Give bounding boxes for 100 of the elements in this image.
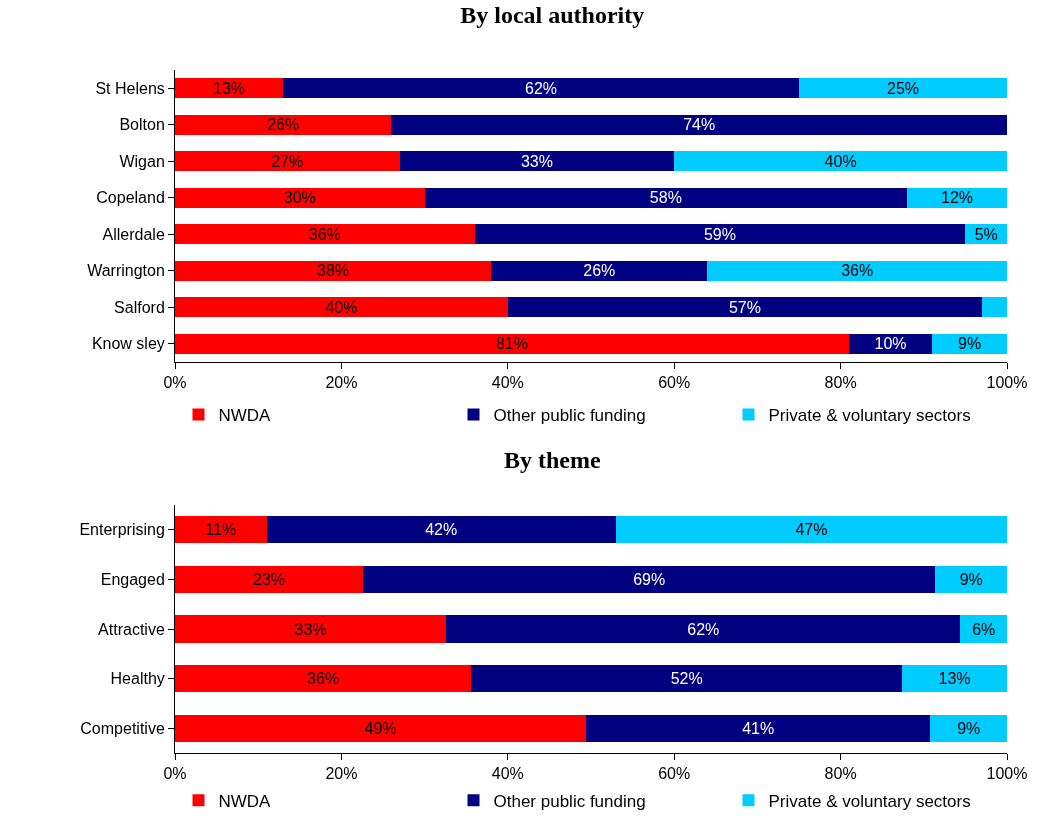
data-label: 11% (205, 521, 237, 539)
bar (175, 114, 392, 135)
data-label: 62% (525, 79, 558, 97)
y-tick-label: Engaged (100, 571, 165, 588)
data-label: 13% (213, 79, 246, 97)
data-label: 58% (649, 189, 682, 207)
legend-label: NWDA (218, 406, 272, 426)
legend-label: Private & voluntary sectors (768, 406, 971, 426)
x-tick-label: 0% (163, 765, 187, 783)
data-label: 81% (495, 335, 528, 353)
bar (960, 615, 1007, 643)
data-label: 62% (687, 620, 720, 638)
bar (175, 187, 425, 208)
y-tick-label: Know sley (91, 335, 165, 353)
bar (175, 615, 447, 643)
data-label: 5% (974, 225, 998, 243)
data-label: 26% (583, 262, 616, 280)
x-tick-label: 60% (658, 374, 691, 392)
legend-label: Private & voluntary sectors (768, 791, 971, 811)
bar (674, 151, 1007, 172)
bar (175, 151, 400, 172)
legend-label: NWDA (218, 791, 272, 811)
legend-label: Other public funding (493, 406, 646, 426)
data-label: 25% (886, 79, 920, 97)
x-tick-label: 60% (658, 765, 691, 783)
x-tick-label: 0% (163, 374, 187, 392)
bar (424, 187, 908, 208)
bar (491, 260, 708, 281)
data-label: 74% (683, 116, 716, 134)
x-tick-label: 20% (325, 374, 358, 392)
x-tick-label: 20% (325, 765, 358, 783)
bar (175, 714, 587, 742)
bar (935, 565, 1007, 594)
bar (175, 333, 849, 354)
bar (586, 714, 931, 742)
data-label: 27% (271, 152, 304, 170)
x-tick-label: 100% (986, 765, 1028, 783)
data-label: 36% (841, 262, 874, 280)
data-label: 59% (703, 225, 736, 243)
x-tick-label: 80% (824, 765, 857, 783)
bar (707, 260, 1007, 281)
y-tick-label: Wigan (119, 152, 165, 170)
data-label: 9% (957, 719, 981, 737)
chart-title: By theme (503, 446, 601, 473)
data-label: 33% (294, 620, 327, 638)
data-label: 36% (308, 225, 341, 243)
data-label: 13% (938, 670, 971, 688)
bar (175, 78, 284, 99)
bar (399, 151, 675, 172)
chart-title: By local authority (460, 2, 645, 29)
data-label: 6% (972, 620, 996, 638)
bar (799, 78, 1007, 99)
bar (266, 516, 616, 544)
data-label: 9% (959, 570, 983, 588)
bar (175, 260, 492, 281)
data-label: 36% (307, 670, 340, 688)
data-label: 38% (317, 262, 350, 280)
bar (391, 114, 1007, 135)
bar (474, 224, 966, 245)
data-label: 9% (958, 335, 982, 353)
bar (930, 714, 1007, 742)
data-label: 42% (425, 521, 458, 539)
bar (283, 78, 799, 99)
data-label: 40% (824, 152, 857, 170)
bar (175, 565, 364, 594)
bar (363, 565, 936, 594)
y-tick-label: Warrington (87, 262, 165, 280)
bar (615, 516, 1007, 544)
data-label: 47% (795, 521, 828, 539)
y-tick-label: Salford (114, 298, 165, 316)
bar (471, 664, 903, 693)
y-tick-label: Enterprising (79, 521, 165, 539)
data-label: 49% (364, 719, 397, 737)
bar (175, 297, 508, 318)
x-tick-label: 40% (491, 765, 524, 783)
legend-label: Other public funding (493, 791, 646, 811)
x-tick-label: 100% (986, 374, 1028, 392)
y-tick-label: Allerdale (102, 225, 165, 243)
y-tick-label: Attractive (98, 620, 165, 638)
data-label: 26% (267, 116, 300, 134)
data-label: 12% (941, 189, 974, 207)
bar (982, 297, 1007, 318)
data-label: 41% (742, 719, 775, 737)
y-tick-label: Copeland (96, 189, 165, 207)
y-tick-label: St Helens (95, 79, 165, 97)
data-label: 57% (728, 298, 761, 316)
data-label: 52% (670, 670, 703, 688)
x-tick-label: 40% (491, 374, 524, 392)
data-label: 40% (325, 298, 358, 316)
x-tick-label: 80% (824, 374, 857, 392)
bar (175, 516, 267, 544)
bar (902, 664, 1007, 693)
data-label: 30% (283, 189, 316, 207)
data-label: 69% (633, 570, 666, 588)
bar (175, 224, 475, 245)
bar (175, 664, 472, 693)
data-label: 33% (520, 152, 553, 170)
y-tick-label: Healthy (110, 670, 165, 688)
y-tick-label: Competitive (80, 719, 165, 737)
bar (446, 615, 961, 643)
